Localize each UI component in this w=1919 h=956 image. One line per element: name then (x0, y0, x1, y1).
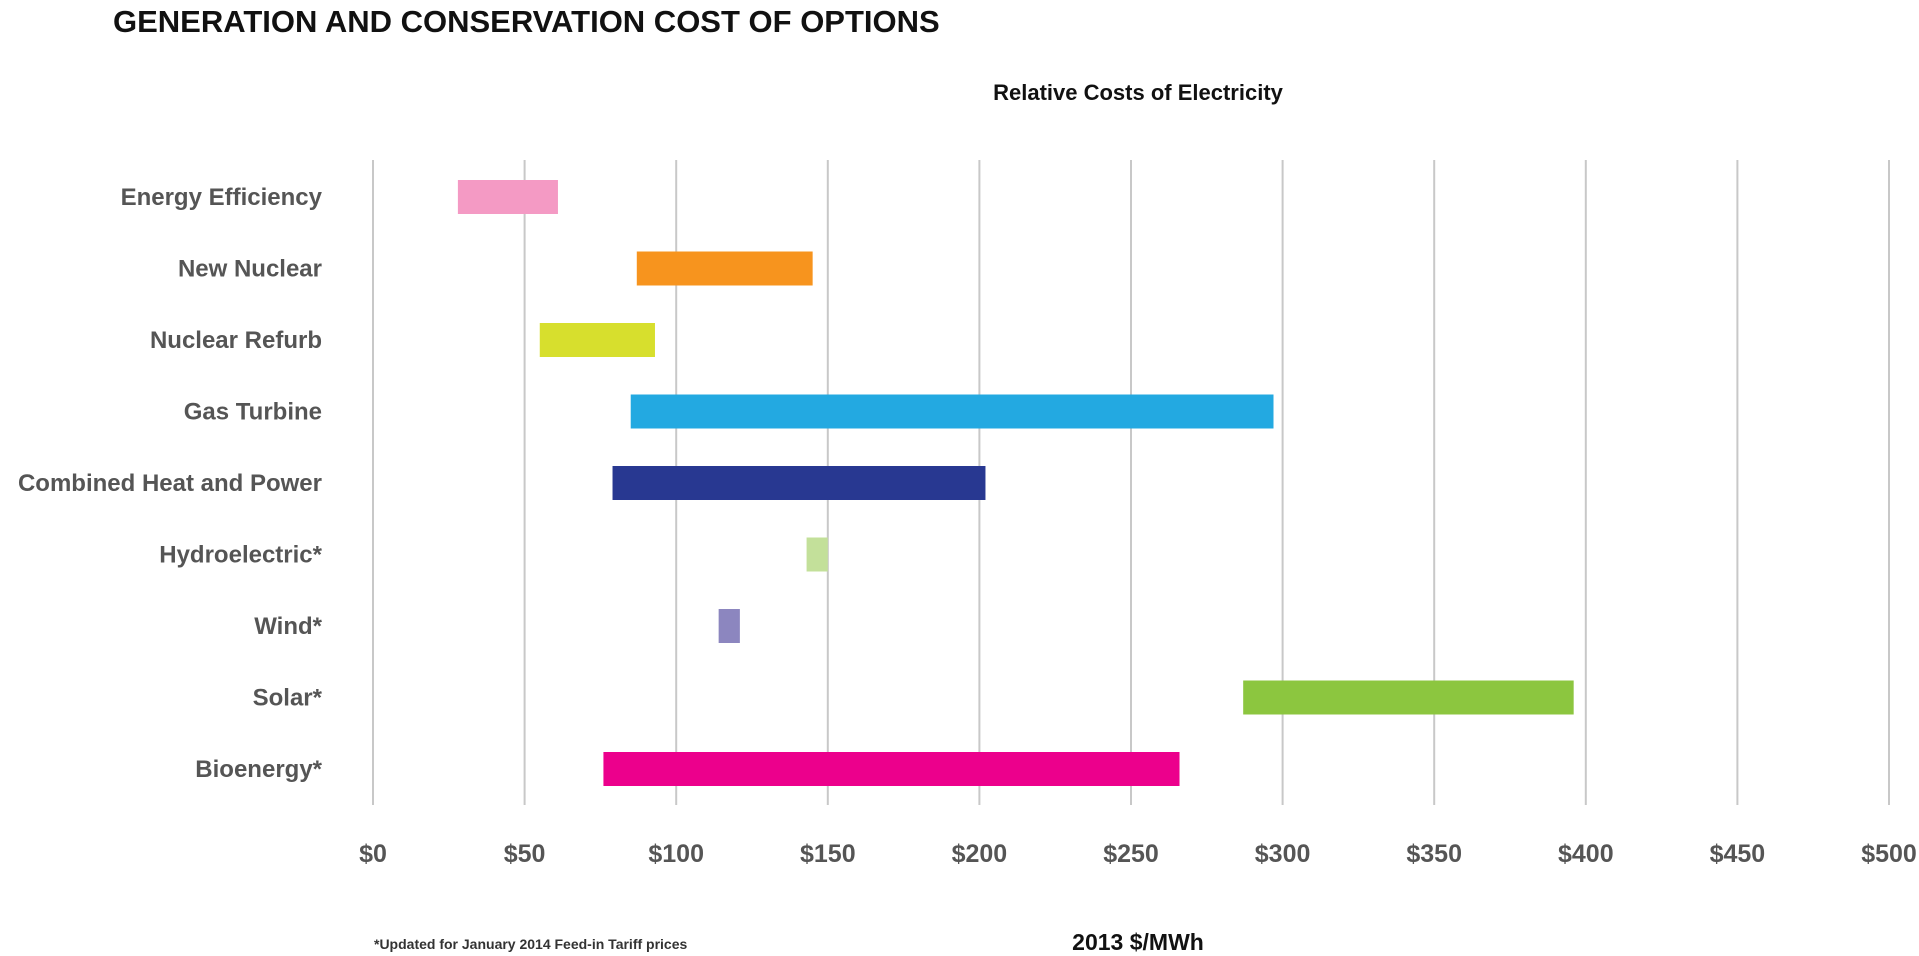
bar-energy-efficiency (457, 180, 558, 214)
x-tick-label: $150 (800, 840, 856, 868)
bar-wind (718, 609, 740, 643)
category-label: Combined Heat and Power (18, 470, 322, 497)
category-label: New Nuclear (178, 256, 322, 283)
category-label: Gas Turbine (184, 399, 322, 426)
x-tick-label: $300 (1255, 840, 1311, 868)
bar-gas-turbine (630, 394, 1274, 429)
x-tick-label: $50 (504, 840, 546, 868)
category-label: Energy Efficiency (121, 184, 323, 211)
category-label: Hydroelectric* (159, 542, 322, 569)
category-label: Wind* (254, 613, 322, 640)
category-label: Solar* (253, 685, 323, 712)
category-label: Bioenergy* (195, 756, 322, 783)
x-tick-label: $0 (359, 840, 387, 868)
x-tick-label: $500 (1861, 840, 1917, 868)
bar-new-nuclear (636, 251, 813, 286)
x-tick-label: $450 (1710, 840, 1766, 868)
x-tick-label: $250 (1103, 840, 1159, 868)
footnote: *Updated for January 2014 Feed-in Tariff… (374, 936, 687, 952)
bar-hydroelectric (806, 537, 828, 572)
category-label: Nuclear Refurb (150, 327, 322, 354)
bar-bioenergy (603, 752, 1180, 786)
x-tick-label: $350 (1406, 840, 1462, 868)
page-title: GENERATION AND CONSERVATION COST OF OPTI… (113, 4, 940, 39)
x-tick-label: $400 (1558, 840, 1614, 868)
bar-nuclear-refurb (539, 323, 655, 357)
x-tick-label: $100 (648, 840, 704, 868)
x-tick-label: $200 (952, 840, 1008, 868)
chart-title: Relative Costs of Electricity (993, 80, 1284, 105)
bar-combined-heat-and-power (612, 466, 986, 500)
x-axis-label: 2013 $/MWh (1072, 929, 1204, 955)
bar-solar (1243, 680, 1574, 715)
